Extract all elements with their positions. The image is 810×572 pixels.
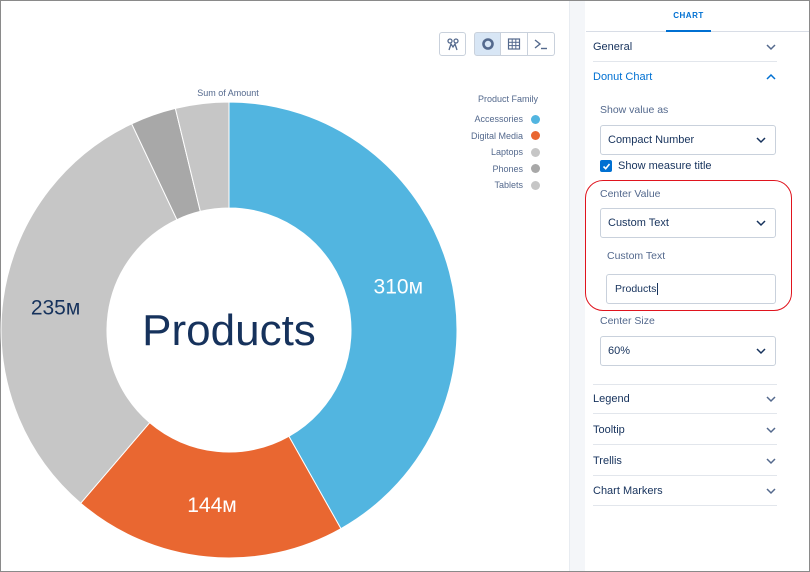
section-label: Donut Chart bbox=[593, 71, 653, 83]
chevron-down-icon bbox=[756, 137, 766, 144]
section-chart-markers[interactable]: Chart Markers bbox=[593, 476, 777, 506]
chevron-down-icon bbox=[766, 487, 776, 494]
chevron-down-icon bbox=[766, 426, 776, 433]
section-legend[interactable]: Legend bbox=[593, 384, 777, 414]
divider bbox=[593, 384, 777, 385]
query-view-button[interactable] bbox=[528, 32, 555, 56]
section-label: Trellis bbox=[593, 454, 622, 467]
section-label: Tooltip bbox=[593, 423, 625, 436]
chevron-down-icon bbox=[756, 348, 766, 355]
legend: Product Family Accessories Digital Media… bbox=[440, 94, 540, 194]
legend-label: Tablets bbox=[494, 180, 523, 191]
section-label: Chart Markers bbox=[593, 484, 663, 497]
select-value: Compact Number bbox=[608, 134, 695, 146]
legend-dot bbox=[531, 131, 540, 141]
legend-dot bbox=[531, 164, 540, 174]
panel-tab-bar: CHART bbox=[586, 1, 809, 32]
section-tooltip[interactable]: Tooltip bbox=[593, 415, 777, 445]
select-value: Custom Text bbox=[608, 217, 669, 229]
show-value-as-label: Show value as bbox=[600, 104, 669, 116]
legend-item-phones[interactable]: Phones bbox=[440, 161, 540, 178]
legend-item-accessories[interactable]: Accessories bbox=[440, 111, 540, 128]
legend-item-laptops[interactable]: Laptops bbox=[440, 144, 540, 161]
console-icon bbox=[534, 39, 547, 50]
panel-gutter bbox=[569, 1, 585, 571]
annotation-highlight bbox=[585, 180, 792, 311]
legend-label: Laptops bbox=[490, 147, 523, 158]
table-view-button[interactable] bbox=[501, 32, 528, 56]
chart-settings-icon bbox=[446, 38, 459, 51]
chevron-down-icon bbox=[766, 457, 776, 464]
center-value-label: Center Value bbox=[600, 188, 661, 200]
chevron-down-icon bbox=[766, 395, 776, 402]
legend-dot bbox=[531, 147, 540, 157]
legend-item-digital-media[interactable]: Digital Media bbox=[440, 128, 540, 145]
tab-chart[interactable]: CHART bbox=[666, 1, 711, 32]
donut-view-button[interactable] bbox=[474, 32, 501, 56]
donut-slice-accessories[interactable] bbox=[228, 101, 458, 530]
show-value-as-select[interactable]: Compact Number bbox=[600, 125, 776, 155]
properties-panel: CHART General Donut Chart Show value as … bbox=[586, 1, 809, 571]
measure-title: Sum of Amount bbox=[197, 88, 259, 98]
table-icon bbox=[507, 38, 521, 50]
chart-settings-button[interactable] bbox=[439, 32, 466, 56]
center-size-label: Center Size bbox=[600, 315, 655, 327]
legend-title: Product Family bbox=[477, 94, 538, 104]
legend-label: Accessories bbox=[474, 114, 523, 125]
donut-slice-laptops[interactable] bbox=[0, 123, 178, 504]
donut-slice-digital-media[interactable] bbox=[80, 421, 342, 559]
legend-label: Phones bbox=[492, 163, 523, 174]
custom-text-input[interactable]: Products bbox=[606, 274, 776, 304]
section-label: Legend bbox=[593, 392, 630, 405]
section-general[interactable]: General bbox=[593, 32, 777, 62]
legend-item-tablets[interactable]: Tablets bbox=[440, 177, 540, 194]
center-value-select[interactable]: Custom Text bbox=[600, 208, 776, 238]
chevron-down-icon bbox=[766, 43, 776, 50]
input-value: Products bbox=[615, 283, 657, 295]
checkbox-checked[interactable] bbox=[600, 160, 612, 172]
text-caret bbox=[657, 283, 659, 295]
check-icon bbox=[602, 162, 610, 170]
show-measure-title-checkbox[interactable]: Show measure title bbox=[600, 160, 712, 172]
slice-value-label: 235м bbox=[31, 297, 80, 320]
section-trellis[interactable]: Trellis bbox=[593, 446, 777, 476]
slice-value-label: 144м bbox=[187, 494, 236, 517]
donut-center-text: Products bbox=[142, 306, 316, 355]
section-label: General bbox=[593, 40, 633, 53]
legend-dot bbox=[531, 180, 540, 190]
custom-text-label: Custom Text bbox=[607, 250, 666, 262]
view-toggle-group bbox=[474, 32, 555, 56]
section-donut-chart[interactable]: Donut Chart bbox=[593, 62, 777, 92]
donut-chart-icon bbox=[481, 38, 494, 50]
select-value: 60% bbox=[608, 345, 631, 357]
slice-value-label: 310м bbox=[374, 276, 423, 299]
chevron-up-icon bbox=[766, 73, 776, 80]
center-size-select[interactable]: 60% bbox=[600, 336, 776, 366]
legend-label: Digital Media bbox=[470, 130, 523, 141]
donut-chart: 310м 144м 235м Products bbox=[0, 101, 458, 559]
chevron-down-icon bbox=[756, 220, 766, 227]
checkbox-label: Show measure title bbox=[618, 160, 712, 172]
legend-dot bbox=[531, 114, 540, 124]
donut-slice-tablets[interactable] bbox=[174, 101, 230, 213]
